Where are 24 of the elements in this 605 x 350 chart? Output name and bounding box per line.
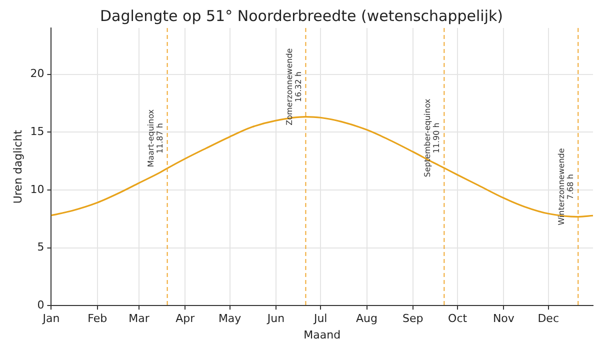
chart-title: Daglengte op 51° Noorderbreedte (wetenschappelijk) bbox=[100, 6, 504, 25]
x-tick-label: Nov bbox=[492, 312, 515, 326]
ref-line-label: Winterzonnewende 7.68 h bbox=[557, 148, 576, 226]
y-tick-label: 0 bbox=[37, 298, 44, 312]
x-tick-label: Mar bbox=[128, 312, 150, 326]
y-tick-label: 5 bbox=[37, 240, 44, 254]
y-axis-title: Uren daglicht bbox=[11, 129, 24, 204]
y-tick-label: 15 bbox=[30, 124, 44, 138]
x-tick-label: Sep bbox=[402, 312, 424, 326]
ref-line-label: Maart-equinox 11.87 h bbox=[146, 109, 164, 168]
x-tick-label: Jul bbox=[312, 312, 328, 326]
x-tick-label: Dec bbox=[538, 312, 559, 326]
x-axis-title: Maand bbox=[304, 328, 341, 342]
y-tick-label: 10 bbox=[30, 182, 44, 196]
y-tick-label: 20 bbox=[30, 67, 44, 80]
x-tick-label: Jan bbox=[42, 312, 60, 326]
x-tick-label: Apr bbox=[176, 312, 196, 326]
ref-line-label: Zomerzonnewende 16.32 h bbox=[284, 48, 303, 126]
x-tick-label: May bbox=[218, 312, 242, 326]
x-tick-label: Oct bbox=[448, 312, 468, 326]
x-tick-label: Aug bbox=[356, 312, 378, 326]
ref-line-label: September-equinox 11.90 h bbox=[423, 98, 442, 178]
x-tick-label: Feb bbox=[88, 312, 108, 326]
x-tick-label: Jun bbox=[266, 312, 285, 326]
